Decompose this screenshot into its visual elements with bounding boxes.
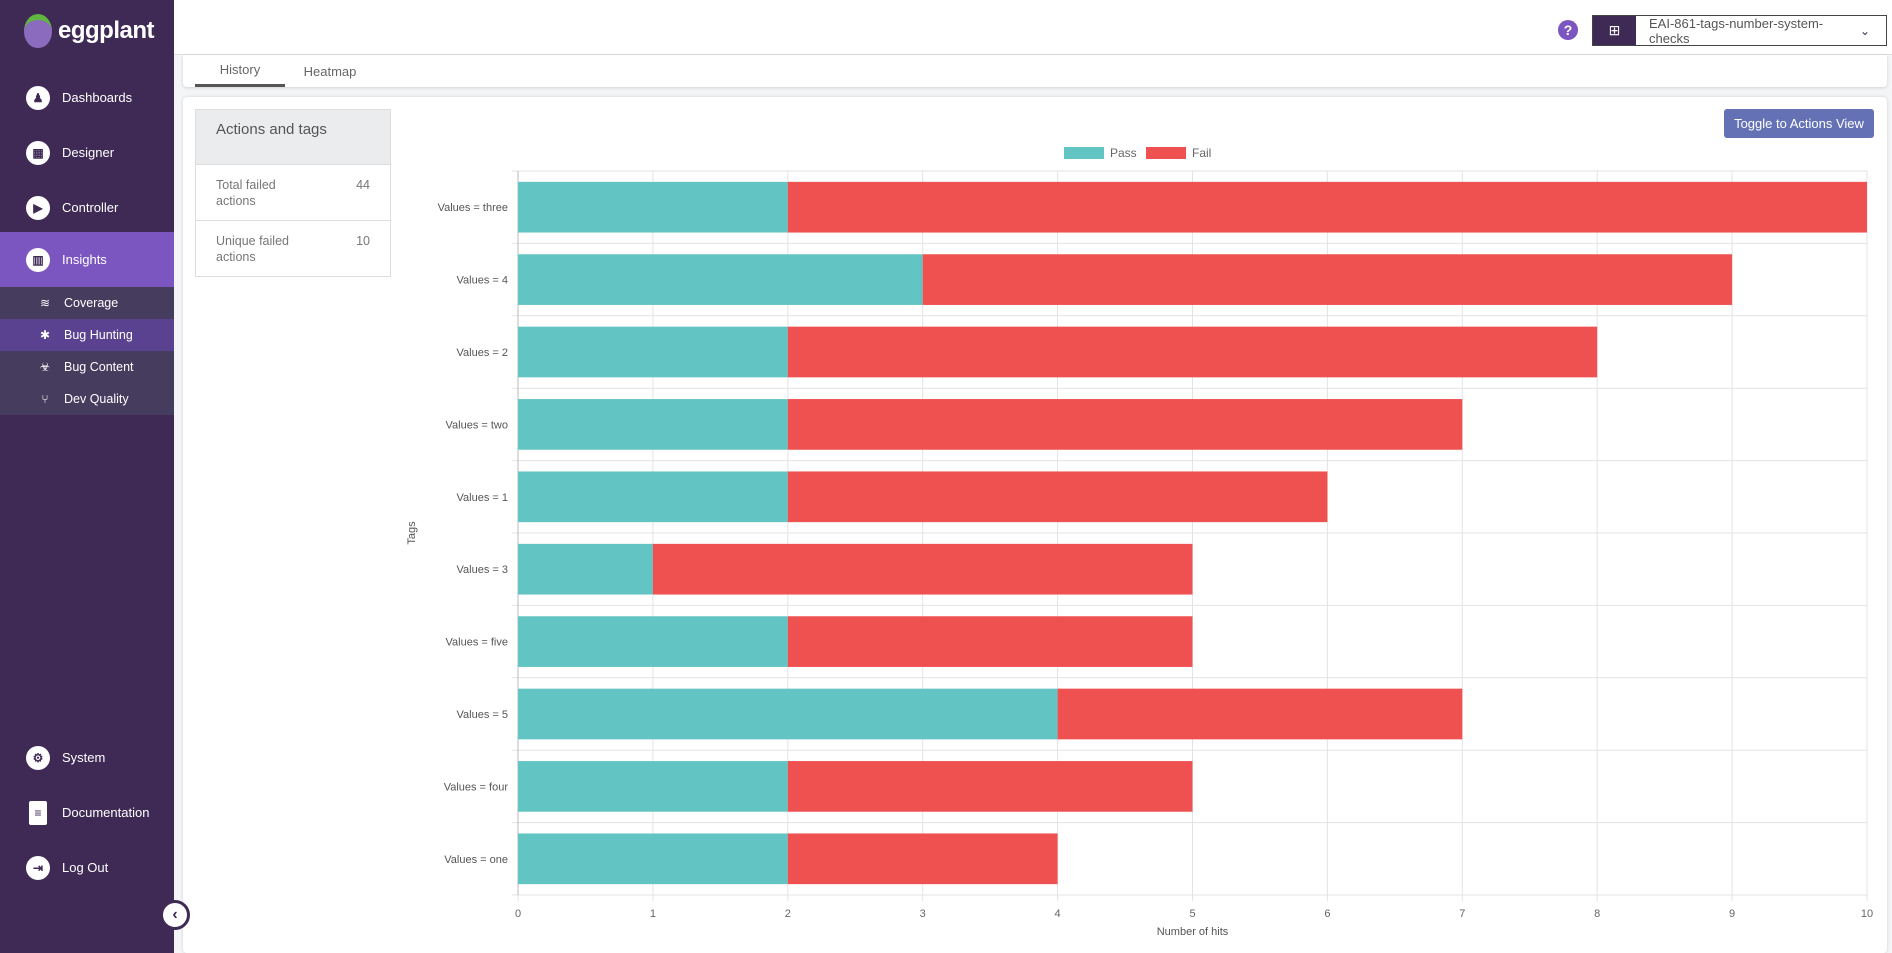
stats-table: Actions and tags Total failed actions 44 … (195, 109, 391, 277)
insights-submenu: ≋ Coverage ✱ Bug Hunting ☣ Bug Content ⑂ Dev… (0, 287, 174, 415)
y-tick-label: Values = four (444, 781, 509, 793)
bar-pass (518, 254, 923, 305)
tags-bar-chart: 0 1 2 3 4 5 6 7 8 9 10 Values = three Values = 4 Valu… (406, 146, 1873, 938)
legend-swatch-pass (1064, 147, 1104, 159)
eggplant-mascot-icon (24, 14, 52, 48)
x-axis-title: Number of hits (1157, 926, 1229, 938)
submenu-bug-content[interactable]: ☣ Bug Content (39, 360, 134, 374)
x-tick-label: 5 (1189, 908, 1195, 920)
bar-pass (518, 761, 788, 812)
eggplant-logo[interactable]: eggplant (24, 14, 155, 48)
y-tick-label: Values = three (438, 202, 508, 214)
x-tick-label: 6 (1324, 908, 1330, 920)
bar-fail (1057, 688, 1463, 740)
x-tick-label: 8 (1594, 908, 1600, 920)
sidebar-item-system[interactable]: ⚙ System (0, 730, 174, 785)
bar-pass (518, 616, 788, 667)
bar-fail (787, 471, 1328, 523)
bar-pass (518, 181, 788, 233)
branch-icon: ⑂ (41, 392, 49, 406)
bar-pass (518, 326, 788, 378)
sidebar-item-insights[interactable]: ▥ Insights (0, 232, 174, 287)
x-tick-label: 1 (650, 908, 656, 920)
y-axis-title: Tags (406, 521, 418, 545)
x-tick-label: 3 (920, 908, 926, 920)
bar-fail (787, 833, 1058, 885)
legend-swatch-fail (1146, 147, 1186, 159)
sidebar-item-designer[interactable]: ▦ Designer (0, 125, 174, 180)
chevron-down-icon: ⌄ (1860, 23, 1871, 38)
gear-icon: ⚙ (26, 745, 50, 770)
y-tick-label: Values = 4 (457, 275, 508, 287)
biohazard-icon: ☣ (39, 360, 51, 374)
content-card: Actions and tags Total failed actions 44 … (183, 97, 1887, 953)
help-icon[interactable]: ? (1558, 20, 1578, 40)
tab-heatmap[interactable]: Heatmap (303, 63, 357, 79)
legend-label-pass: Pass (1110, 146, 1137, 160)
submenu-dev-quality[interactable]: ⑂ Dev Quality (0, 383, 174, 415)
top-bar: ? ⊞ EAI-861-tags-number-system-checks ⌄ (174, 0, 1892, 55)
project-selector[interactable]: ⊞ EAI-861-tags-number-system-checks ⌄ (1592, 15, 1887, 46)
x-tick-label: 9 (1729, 908, 1735, 920)
y-tick-label: Values = 5 (457, 709, 508, 721)
x-tick-label: 0 (515, 908, 521, 920)
y-tick-label: Values = 1 (457, 492, 508, 504)
tab-history[interactable]: History (195, 55, 285, 87)
toggle-actions-view-button[interactable]: Toggle to Actions View (1724, 109, 1874, 138)
y-tick-label: Values = 2 (457, 347, 508, 359)
bug-icon: ✱ (39, 328, 51, 342)
sidebar-item-dashboards[interactable]: ♟ Dashboards (0, 70, 174, 125)
bar-fail (787, 616, 1193, 667)
x-tick-label: 7 (1459, 908, 1465, 920)
x-tick-label: 2 (785, 908, 791, 920)
dashboard-icon: ♟ (26, 85, 50, 110)
stats-row: Total failed actions 44 (196, 164, 390, 220)
bar-pass (518, 688, 1058, 740)
bar-fail (787, 181, 1867, 233)
tab-bar: History Heatmap (183, 55, 1887, 87)
y-tick-label: Values = 3 (457, 564, 508, 576)
sidebar-item-log-out[interactable]: ⇥ Log Out (0, 840, 174, 895)
chevron-left-icon: ‹ (172, 906, 178, 923)
play-icon: ▶ (26, 195, 50, 220)
legend-label-fail: Fail (1192, 146, 1211, 160)
y-tick-label: Values = five (446, 637, 508, 649)
bar-pass (518, 471, 788, 523)
bar-pass (518, 543, 653, 595)
layers-icon: ≋ (39, 296, 51, 310)
stats-row: Unique failed actions 10 (196, 220, 390, 276)
x-tick-label: 10 (1861, 908, 1873, 920)
logout-icon: ⇥ (26, 855, 50, 880)
sidebar: eggplant ♟ Dashboards ▦ Designer ▶ Controll… (0, 0, 174, 953)
stats-title: Actions and tags (196, 110, 390, 164)
hierarchy-icon: ⊞ (1593, 16, 1636, 45)
submenu-bug-hunting[interactable]: ✱ Bug Hunting (0, 319, 174, 351)
collapse-sidebar-button[interactable]: ‹ (160, 900, 190, 930)
y-tick-label: Values = one (444, 854, 508, 866)
y-tick-label: Values = two (446, 419, 508, 431)
project-name: EAI-861-tags-number-system-checks (1649, 15, 1824, 46)
bar-fail (787, 399, 1463, 450)
submenu-coverage[interactable]: ≋ Coverage (39, 296, 119, 310)
designer-icon: ▦ (26, 140, 50, 165)
bar-fail (922, 254, 1733, 305)
bar-fail (787, 761, 1193, 812)
sidebar-item-controller[interactable]: ▶ Controller (0, 180, 174, 235)
sidebar-item-documentation[interactable]: ≡ Documentation (0, 785, 174, 840)
document-icon: ≡ (29, 800, 47, 825)
insights-icon: ▥ (26, 247, 50, 272)
bar-pass (518, 399, 788, 450)
x-tick-label: 4 (1055, 908, 1061, 920)
bar-fail (787, 326, 1598, 378)
bar-fail (652, 543, 1193, 595)
bar-pass (518, 833, 788, 885)
